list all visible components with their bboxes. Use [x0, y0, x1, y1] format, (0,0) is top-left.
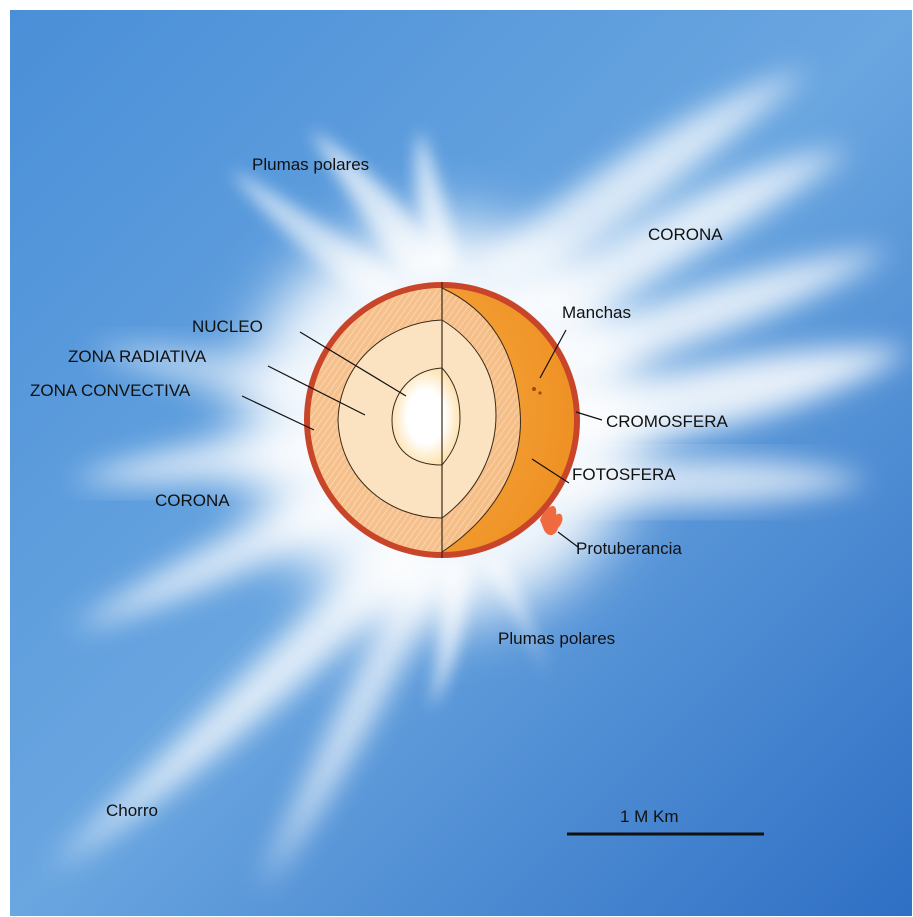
label-nucleo: NUCLEO — [192, 317, 263, 336]
label-zona-convectiva: ZONA CONVECTIVA — [30, 381, 191, 400]
label-manchas: Manchas — [562, 303, 631, 322]
scale-bar: 1 M Km — [567, 807, 764, 836]
prominence — [540, 505, 563, 536]
label-fotosfera: FOTOSFERA — [572, 465, 676, 484]
label-plumas-polares-bottom: Plumas polares — [498, 629, 615, 648]
core — [392, 368, 460, 465]
label-chorro: Chorro — [106, 801, 158, 820]
label-cromosfera: CROMOSFERA — [606, 412, 729, 431]
label-protuberancia: Protuberancia — [576, 539, 682, 558]
leader-lines — [241, 329, 603, 548]
label-corona-left: CORONA — [155, 491, 230, 510]
sun-structure-diagram: Plumas polares CORONA Manchas NUCLEO ZON… — [10, 10, 912, 916]
sun — [304, 282, 580, 558]
label-plumas-polares-top: Plumas polares — [252, 155, 369, 174]
sunspot — [532, 387, 536, 391]
scale-bar-label: 1 M Km — [620, 807, 679, 826]
diagram-canvas: Plumas polares CORONA Manchas NUCLEO ZON… — [10, 10, 912, 916]
label-zona-radiativa: ZONA RADIATIVA — [68, 347, 207, 366]
label-corona-right: CORONA — [648, 225, 723, 244]
sunspot — [538, 391, 542, 395]
